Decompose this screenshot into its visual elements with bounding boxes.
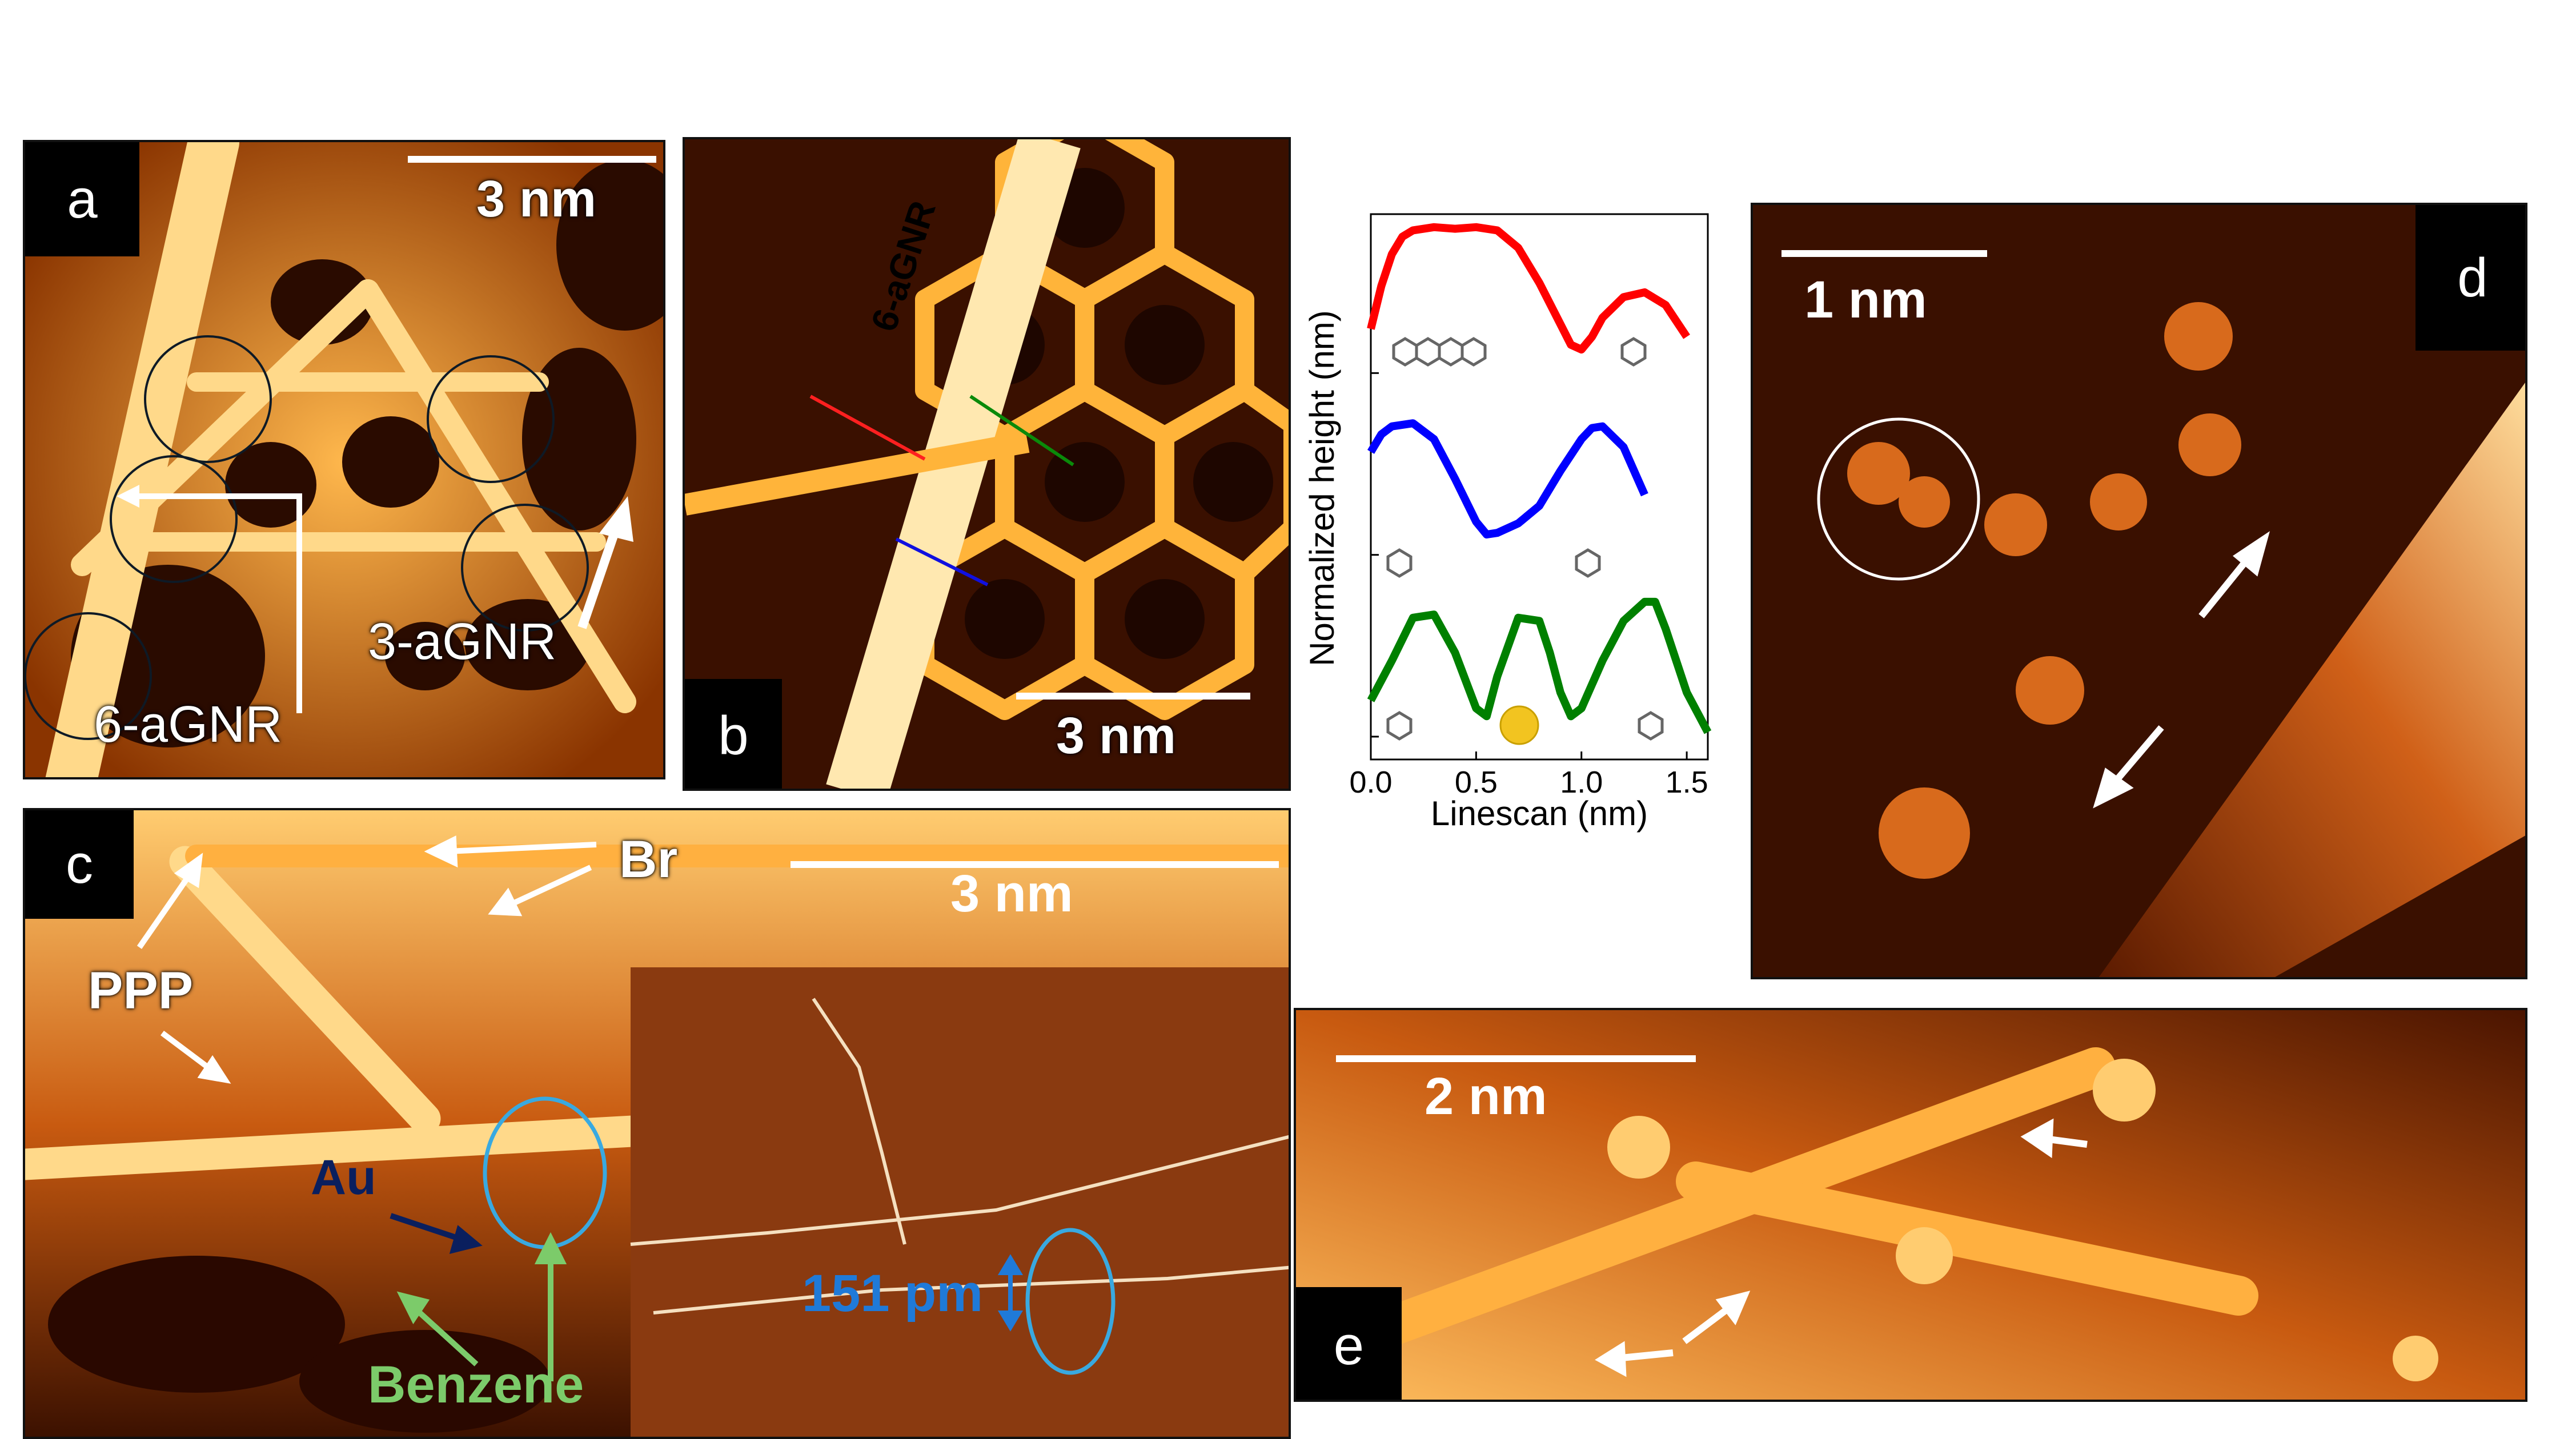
x-axis-label: Linescan (nm) xyxy=(1431,794,1648,833)
highlight-ellipse-inset xyxy=(1025,1228,1116,1375)
inset-chains xyxy=(630,998,1289,1315)
molecules xyxy=(1607,1059,2438,1381)
bright-terrace xyxy=(2098,383,2525,977)
panel-c-stm-image: c 3 nm Br PPP Au Benzene 151 pm xyxy=(23,808,1291,1439)
label-6-agnr: 6-aGNR xyxy=(94,696,283,753)
plot-frame xyxy=(1370,213,1709,761)
series-line-0 xyxy=(1367,223,1690,354)
chart-svg: 0.0 0.5 1.0 1.5 Linescan (nm) Normalized he… xyxy=(1303,213,1712,833)
ribbon-branch xyxy=(685,431,1030,516)
linescan-chart: 0.0 0.5 1.0 1.5 Linescan (nm) Normalized he… xyxy=(1297,203,1719,842)
panel-a-stm-image: a 3 nm 6-aGNR 3-aGNR xyxy=(23,140,665,779)
molecules xyxy=(1847,302,2241,879)
label-benzene: Benzene xyxy=(368,1356,584,1414)
height-arrow xyxy=(997,1254,1024,1332)
au-arrow xyxy=(390,1213,483,1254)
panel-a-graphic xyxy=(25,142,663,777)
scale-label: 3 nm xyxy=(950,865,1073,923)
pores xyxy=(965,168,1273,659)
pointer-line xyxy=(128,493,302,713)
linescan-blue xyxy=(895,537,989,586)
series-line-2 xyxy=(1367,597,1712,734)
label-au: Au xyxy=(311,1150,376,1205)
arrow-3agnr xyxy=(577,517,624,629)
molecule-icons xyxy=(1386,337,1664,741)
panel-d-stm-image: 1 nm d xyxy=(1751,203,2527,979)
arrows xyxy=(1595,1118,2088,1377)
x-tick-label: 1.5 xyxy=(1666,765,1708,799)
panel-c-graphic xyxy=(25,810,1289,1437)
x-tick-label: 0.5 xyxy=(1455,765,1498,799)
dark-regions xyxy=(48,1256,551,1433)
label-ppp: PPP xyxy=(88,962,194,1020)
panel-e-stm-image: 2 nm e xyxy=(1294,1008,2527,1402)
panel-tag: c xyxy=(25,810,134,919)
inset-image xyxy=(631,967,1289,1437)
x-tick-label: 0.0 xyxy=(1349,765,1392,799)
panel-b-graphic xyxy=(685,139,1289,789)
scale-label: 2 nm xyxy=(1425,1067,1547,1126)
panel-tag: e xyxy=(1296,1287,1402,1400)
arrows xyxy=(137,835,597,1084)
site-circles xyxy=(25,335,589,740)
benzene-arrows xyxy=(396,1232,567,1381)
ppp-chains xyxy=(25,845,1289,1180)
highlight-circle xyxy=(1817,417,1980,581)
series-line-1 xyxy=(1367,419,1648,538)
arrow-head xyxy=(599,496,633,542)
scale-label: 3 nm xyxy=(476,171,597,228)
label-height: 151 pm xyxy=(802,1264,984,1323)
arrows xyxy=(2093,531,2270,809)
scale-label: 1 nm xyxy=(1804,271,1927,329)
panel-tag: a xyxy=(25,142,139,256)
panel-e-graphic xyxy=(1296,1010,2525,1400)
arrow-head xyxy=(117,485,139,508)
y-axis-label: Normalized height (nm) xyxy=(1303,310,1341,666)
ribbons xyxy=(46,142,636,777)
x-tick-label: 1.0 xyxy=(1560,765,1603,799)
panel-tag: b xyxy=(685,679,782,789)
ribbons xyxy=(1362,1047,2258,1350)
gold-atom xyxy=(1499,705,1539,745)
label-br: Br xyxy=(619,830,678,889)
linescan-green xyxy=(969,395,1074,467)
panel-b-stm-image: 6-aGNR 3 nm b xyxy=(683,137,1291,791)
linescan-red xyxy=(809,395,926,461)
label-3-agnr: 3-aGNR xyxy=(368,613,557,670)
panel-tag: d xyxy=(2415,205,2525,351)
panel-d-graphic xyxy=(1753,205,2525,977)
scale-label: 3 nm xyxy=(1056,708,1177,765)
